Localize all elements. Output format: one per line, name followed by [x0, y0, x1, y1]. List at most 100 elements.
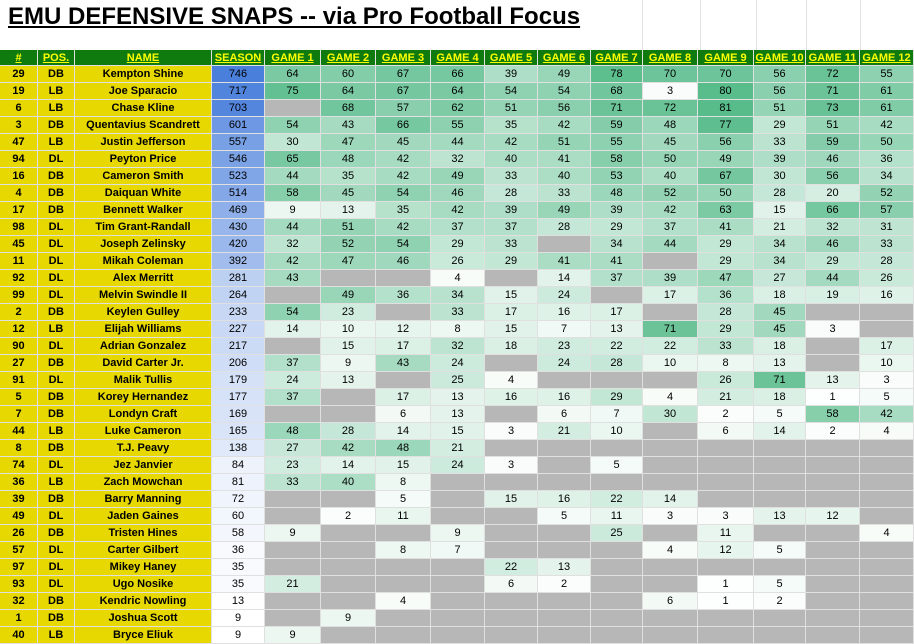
- header-game-5[interactable]: GAME 5: [485, 50, 538, 66]
- position-cell[interactable]: LB: [38, 321, 75, 338]
- game-snaps-cell-empty[interactable]: [376, 304, 431, 321]
- game-snaps-cell[interactable]: 55: [431, 117, 485, 134]
- game-snaps-cell[interactable]: 54: [376, 185, 431, 202]
- position-cell[interactable]: LB: [38, 83, 75, 100]
- game-snaps-cell[interactable]: 32: [265, 236, 321, 253]
- game-snaps-cell[interactable]: 10: [643, 355, 698, 372]
- jersey-number-cell[interactable]: 99: [0, 287, 38, 304]
- game-snaps-cell-empty[interactable]: [376, 559, 431, 576]
- jersey-number-cell[interactable]: 39: [0, 491, 38, 508]
- game-snaps-cell[interactable]: 13: [321, 202, 376, 219]
- game-snaps-cell[interactable]: 29: [698, 253, 754, 270]
- game-snaps-cell-empty[interactable]: [860, 491, 914, 508]
- game-snaps-cell[interactable]: 8: [376, 542, 431, 559]
- sheet-title[interactable]: EMU DEFENSIVE SNAPS -- via Pro Football …: [8, 3, 581, 30]
- game-snaps-cell[interactable]: 58: [265, 185, 321, 202]
- game-snaps-cell-empty[interactable]: [591, 627, 643, 644]
- game-snaps-cell-empty[interactable]: [806, 474, 860, 491]
- game-snaps-cell[interactable]: 66: [376, 117, 431, 134]
- game-snaps-cell[interactable]: 42: [860, 117, 914, 134]
- game-snaps-cell[interactable]: 11: [376, 508, 431, 525]
- season-total-cell[interactable]: 227: [212, 321, 265, 338]
- game-snaps-cell-empty[interactable]: [860, 576, 914, 593]
- game-snaps-cell-empty[interactable]: [485, 270, 538, 287]
- season-total-cell[interactable]: 84: [212, 457, 265, 474]
- jersey-number-cell[interactable]: 8: [0, 440, 38, 457]
- game-snaps-cell-empty[interactable]: [538, 474, 591, 491]
- game-snaps-cell-empty[interactable]: [860, 304, 914, 321]
- game-snaps-cell-empty[interactable]: [321, 389, 376, 406]
- game-snaps-cell-empty[interactable]: [485, 542, 538, 559]
- position-cell[interactable]: DL: [38, 576, 75, 593]
- game-snaps-cell[interactable]: 50: [860, 134, 914, 151]
- game-snaps-cell[interactable]: 21: [431, 440, 485, 457]
- header-game-4[interactable]: GAME 4: [431, 50, 485, 66]
- game-snaps-cell[interactable]: 28: [591, 355, 643, 372]
- jersey-number-cell[interactable]: 11: [0, 253, 38, 270]
- game-snaps-cell-empty[interactable]: [806, 610, 860, 627]
- game-snaps-cell[interactable]: 47: [698, 270, 754, 287]
- game-snaps-cell[interactable]: 4: [376, 593, 431, 610]
- game-snaps-cell[interactable]: 17: [376, 389, 431, 406]
- player-name-cell[interactable]: T.J. Peavy: [75, 440, 212, 457]
- game-snaps-cell[interactable]: 53: [591, 168, 643, 185]
- game-snaps-cell[interactable]: 16: [538, 389, 591, 406]
- player-name-cell[interactable]: Malik Tullis: [75, 372, 212, 389]
- game-snaps-cell[interactable]: 18: [754, 389, 806, 406]
- game-snaps-cell[interactable]: 29: [591, 389, 643, 406]
- game-snaps-cell-empty[interactable]: [754, 491, 806, 508]
- game-snaps-cell[interactable]: 40: [643, 168, 698, 185]
- game-snaps-cell[interactable]: 68: [591, 83, 643, 100]
- game-snaps-cell-empty[interactable]: [643, 559, 698, 576]
- game-snaps-cell-empty[interactable]: [265, 559, 321, 576]
- game-snaps-cell-empty[interactable]: [538, 593, 591, 610]
- player-name-cell[interactable]: Joe Sparacio: [75, 83, 212, 100]
- game-snaps-cell[interactable]: 44: [431, 134, 485, 151]
- header-game-9[interactable]: GAME 9: [698, 50, 754, 66]
- player-name-cell[interactable]: Mikah Coleman: [75, 253, 212, 270]
- game-snaps-cell-empty[interactable]: [643, 627, 698, 644]
- game-snaps-cell[interactable]: 39: [754, 151, 806, 168]
- jersey-number-cell[interactable]: 29: [0, 66, 38, 83]
- game-snaps-cell[interactable]: 44: [265, 219, 321, 236]
- season-total-cell[interactable]: 601: [212, 117, 265, 134]
- game-snaps-cell-empty[interactable]: [591, 610, 643, 627]
- player-name-cell[interactable]: Alex Merritt: [75, 270, 212, 287]
- game-snaps-cell[interactable]: 52: [860, 185, 914, 202]
- game-snaps-cell[interactable]: 15: [754, 202, 806, 219]
- game-snaps-cell[interactable]: 28: [538, 219, 591, 236]
- game-snaps-cell[interactable]: 77: [698, 117, 754, 134]
- game-snaps-cell[interactable]: 75: [265, 83, 321, 100]
- season-total-cell[interactable]: 36: [212, 542, 265, 559]
- game-snaps-cell[interactable]: 2: [321, 508, 376, 525]
- game-snaps-cell[interactable]: 51: [538, 134, 591, 151]
- game-snaps-cell[interactable]: 51: [485, 100, 538, 117]
- game-snaps-cell[interactable]: 61: [860, 100, 914, 117]
- player-name-cell[interactable]: Londyn Craft: [75, 406, 212, 423]
- jersey-number-cell[interactable]: 17: [0, 202, 38, 219]
- game-snaps-cell-empty[interactable]: [698, 474, 754, 491]
- game-snaps-cell-empty[interactable]: [538, 236, 591, 253]
- game-snaps-cell[interactable]: 7: [538, 321, 591, 338]
- jersey-number-cell[interactable]: 98: [0, 219, 38, 236]
- jersey-number-cell[interactable]: 16: [0, 168, 38, 185]
- game-snaps-cell[interactable]: 42: [860, 406, 914, 423]
- game-snaps-cell-empty[interactable]: [643, 423, 698, 440]
- game-snaps-cell[interactable]: 21: [538, 423, 591, 440]
- game-snaps-cell-empty[interactable]: [754, 559, 806, 576]
- game-snaps-cell[interactable]: 26: [860, 270, 914, 287]
- game-snaps-cell[interactable]: 41: [698, 219, 754, 236]
- game-snaps-cell[interactable]: 52: [643, 185, 698, 202]
- season-total-cell[interactable]: 281: [212, 270, 265, 287]
- game-snaps-cell-empty[interactable]: [431, 474, 485, 491]
- game-snaps-cell[interactable]: 21: [698, 389, 754, 406]
- game-snaps-cell[interactable]: 70: [643, 66, 698, 83]
- game-snaps-cell[interactable]: 4: [431, 270, 485, 287]
- game-snaps-cell-empty[interactable]: [591, 576, 643, 593]
- game-snaps-cell[interactable]: 4: [860, 423, 914, 440]
- player-name-cell[interactable]: Quentavius Scandrett: [75, 117, 212, 134]
- game-snaps-cell[interactable]: 35: [485, 117, 538, 134]
- game-snaps-cell[interactable]: 52: [321, 236, 376, 253]
- game-snaps-cell-empty[interactable]: [321, 627, 376, 644]
- game-snaps-cell[interactable]: 24: [538, 287, 591, 304]
